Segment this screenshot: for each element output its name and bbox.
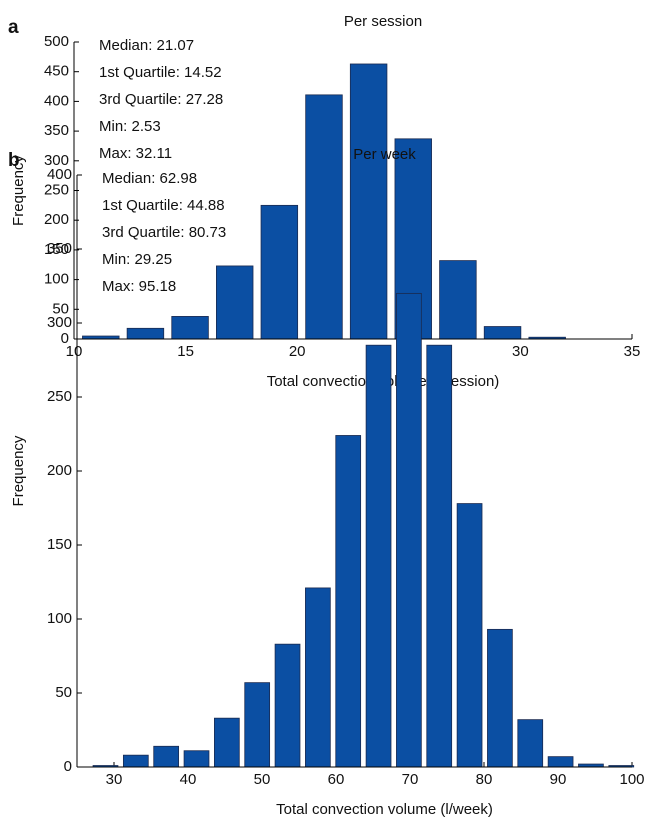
- x-tick-label: 30: [106, 771, 123, 788]
- bar: [483, 326, 522, 340]
- bar: [183, 750, 210, 768]
- bar: [396, 292, 422, 768]
- y-tick-label: 50: [52, 300, 69, 317]
- bar: [126, 327, 165, 340]
- bar: [335, 435, 362, 768]
- x-tick-label: 30: [512, 343, 529, 360]
- y-tick-label: 200: [44, 211, 69, 228]
- stat-annotation: Median: 62.98: [102, 170, 197, 187]
- panel-label: b: [8, 150, 20, 171]
- bar: [456, 503, 483, 768]
- x-tick-label: 15: [177, 343, 194, 360]
- bar: [349, 63, 388, 340]
- x-tick-label: 100: [619, 771, 644, 788]
- y-tick-label: 300: [47, 314, 72, 331]
- bar: [439, 260, 477, 340]
- x-tick-label: 70: [402, 771, 419, 788]
- panel-label: a: [8, 17, 19, 38]
- bar: [122, 754, 149, 768]
- bar: [305, 587, 331, 768]
- x-tick-label: 35: [624, 343, 641, 360]
- y-tick-label: 350: [47, 240, 72, 257]
- x-tick-label: 10: [66, 343, 83, 360]
- bar: [274, 643, 301, 768]
- stat-annotation: Max: 95.18: [102, 278, 176, 295]
- y-tick-label: 100: [47, 610, 72, 627]
- stat-annotation: 3rd Quartile: 27.28: [99, 91, 223, 108]
- chart-title: Per week: [353, 146, 416, 163]
- bar: [426, 344, 453, 768]
- x-tick-label: 90: [550, 771, 567, 788]
- x-tick-label: 50: [254, 771, 271, 788]
- bar: [305, 94, 343, 340]
- stat-annotation: 1st Quartile: 14.52: [99, 64, 222, 81]
- bar: [365, 344, 392, 768]
- y-tick-label: 400: [44, 92, 69, 109]
- x-tick-label: 20: [289, 343, 306, 360]
- stat-annotation: Min: 29.25: [102, 251, 172, 268]
- y-tick-label: 0: [64, 758, 72, 775]
- bar: [517, 719, 544, 768]
- x-tick-label: 40: [180, 771, 197, 788]
- bar: [171, 316, 209, 340]
- chart-title: Per session: [344, 13, 422, 30]
- y-tick-label: 100: [44, 271, 69, 288]
- y-tick-label: 0: [61, 330, 69, 347]
- x-tick-label: 60: [328, 771, 345, 788]
- y-tick-label: 400: [47, 166, 72, 183]
- bar: [153, 745, 180, 768]
- bar: [214, 717, 240, 768]
- y-tick-label: 500: [44, 33, 69, 50]
- x-axis-label: Total convection volume (l/week): [276, 801, 493, 818]
- y-tick-label: 150: [44, 241, 69, 258]
- y-tick-label: 350: [44, 122, 69, 139]
- bar: [487, 628, 513, 768]
- y-tick-label: 50: [55, 684, 72, 701]
- bar: [216, 265, 254, 340]
- stat-annotation: Max: 32.11: [99, 145, 172, 162]
- bar: [260, 204, 299, 340]
- stat-annotation: Median: 21.07: [99, 37, 194, 54]
- bar: [547, 756, 574, 768]
- y-axis-label: Frequency: [10, 155, 27, 226]
- bar: [244, 682, 271, 768]
- y-tick-label: 450: [44, 63, 69, 80]
- stat-annotation: 3rd Quartile: 80.73: [102, 224, 226, 241]
- stat-annotation: Min: 2.53: [99, 118, 161, 135]
- y-tick-label: 150: [47, 536, 72, 553]
- y-tick-label: 250: [47, 388, 72, 405]
- y-axis-label: Frequency: [10, 435, 27, 506]
- stat-annotation: 1st Quartile: 44.88: [102, 197, 225, 214]
- y-tick-label: 250: [44, 181, 69, 198]
- y-tick-label: 300: [44, 152, 69, 169]
- x-tick-label: 80: [476, 771, 493, 788]
- y-tick-label: 200: [47, 462, 72, 479]
